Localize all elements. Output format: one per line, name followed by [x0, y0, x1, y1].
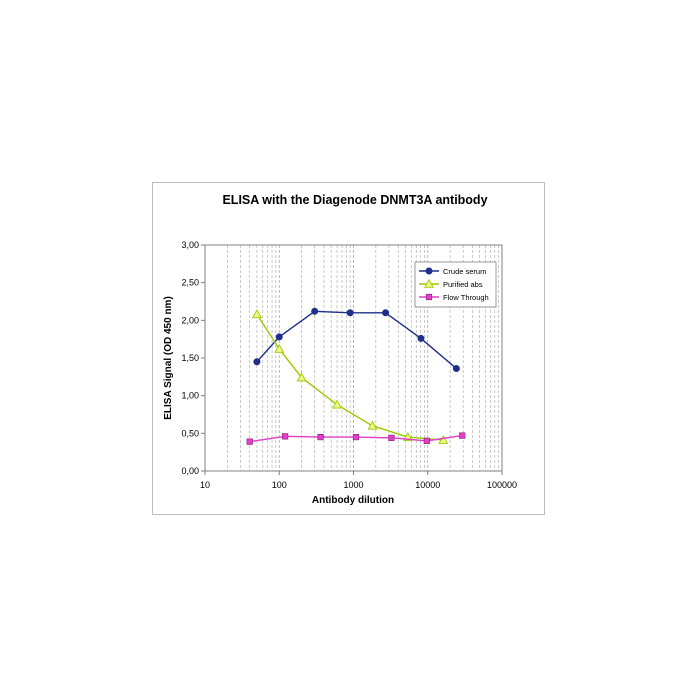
- legend-entry-label: Purified abs: [443, 280, 483, 289]
- series-crude-serum: [253, 307, 460, 373]
- chart-title: ELISA with the Diagenode DNMT3A antibody: [222, 193, 487, 207]
- y-tick-label: 3,00: [181, 240, 199, 250]
- x-tick-label: 1000: [343, 480, 363, 490]
- data-point: [251, 309, 262, 319]
- y-axis: 0,00 0,50 1,00 1,50 2,00 2,50 3,00: [181, 240, 205, 476]
- y-tick-label: 0,00: [181, 466, 199, 476]
- data-point: [275, 333, 283, 341]
- legend-marker: [425, 267, 433, 275]
- y-tick-label: 1,50: [181, 353, 199, 363]
- data-point: [296, 372, 307, 382]
- x-axis: 10 100 1000 10000 100000: [200, 471, 517, 490]
- data-point: [274, 343, 285, 353]
- series-layer: [246, 307, 466, 445]
- data-point: [332, 399, 342, 409]
- legend-marker: [425, 293, 433, 301]
- y-tick-label: 0,50: [181, 428, 199, 438]
- legend-marker: [424, 278, 434, 288]
- chart-frame: ELISA with the Diagenode DNMT3A antibody…: [152, 182, 545, 515]
- x-axis-label: Antibody dilution: [312, 495, 394, 506]
- data-point: [423, 437, 430, 444]
- y-tick-label: 2,00: [181, 315, 199, 325]
- x-tick-label: 100: [272, 480, 287, 490]
- y-axis-label: ELISA Signal (OD 450 nm): [163, 296, 174, 420]
- data-point: [417, 334, 425, 342]
- data-point: [459, 432, 466, 439]
- y-tick-label: 2,50: [181, 278, 199, 288]
- series-flow-through: [246, 432, 466, 445]
- data-point: [311, 307, 319, 315]
- legend-entry-label: Flow Through: [443, 293, 489, 302]
- data-point: [253, 358, 261, 366]
- data-point: [346, 309, 354, 317]
- x-tick-label: 100000: [487, 480, 517, 490]
- data-point: [317, 434, 324, 441]
- x-tick-label: 10000: [415, 480, 440, 490]
- legend-entry-label: Crude serum: [443, 267, 486, 276]
- data-point: [382, 309, 390, 317]
- data-point: [282, 433, 289, 440]
- data-point: [452, 365, 460, 373]
- y-tick-label: 1,00: [181, 391, 199, 401]
- data-point: [388, 434, 395, 441]
- x-tick-label: 10: [200, 480, 210, 490]
- legend: Crude serum Purified abs Flow Through: [414, 261, 497, 308]
- data-point: [352, 434, 360, 441]
- data-point: [246, 438, 253, 445]
- series-line: [256, 310, 457, 370]
- data-point: [367, 420, 378, 430]
- elisa-chart: ELISA with the Diagenode DNMT3A antibody…: [163, 193, 517, 506]
- data-point: [438, 434, 449, 444]
